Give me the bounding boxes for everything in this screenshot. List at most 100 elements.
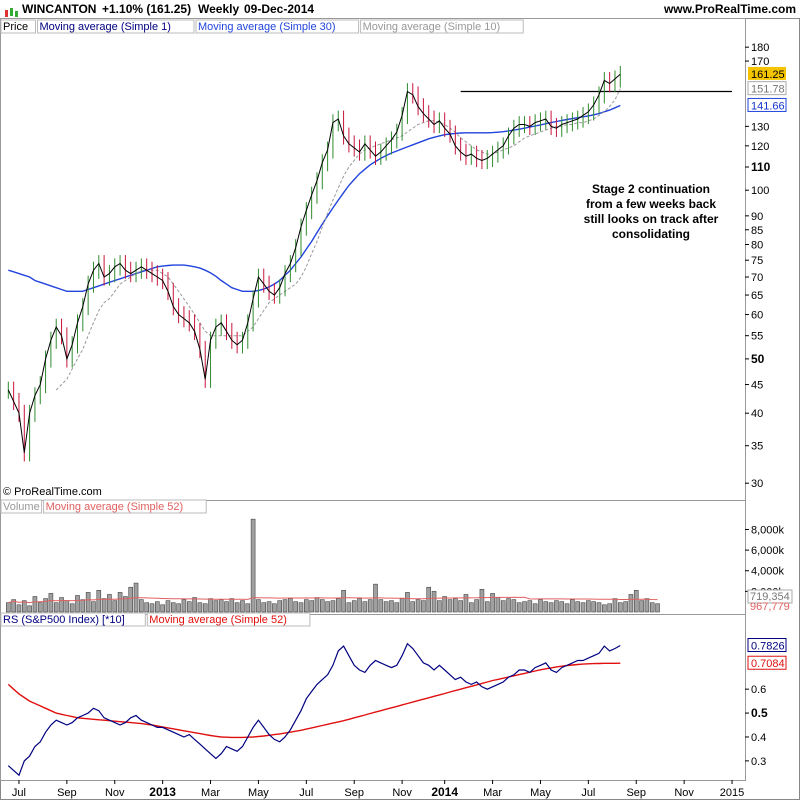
volume-bar	[123, 596, 128, 613]
panel-frame-2	[0, 614, 746, 781]
volume-bar	[293, 601, 298, 613]
x-tick-label: Jul	[12, 787, 26, 799]
rs-last-label: 0.7084	[751, 658, 785, 670]
ma10-value-box	[747, 81, 787, 96]
annotation-text: Stage 2 continuation from a few weeks ba…	[583, 182, 719, 241]
volume-bar	[272, 603, 277, 613]
price-tick-label: 100	[751, 185, 769, 197]
volume-bar	[511, 599, 517, 613]
legend-item: RS (S&P500 Index) [*10]	[3, 614, 125, 626]
volume-bar	[176, 603, 181, 613]
volume-bar	[208, 598, 213, 613]
volume-bar	[85, 592, 91, 613]
volume-bar	[43, 598, 48, 613]
volume-bar	[389, 600, 394, 613]
volume-bar	[500, 600, 506, 613]
volume-bar	[277, 600, 283, 613]
price-tick-label: 60	[751, 310, 763, 322]
volume-bar	[575, 601, 581, 613]
ma30-line	[8, 104, 621, 292]
volume-bar	[655, 603, 660, 613]
volume-bar	[570, 599, 575, 613]
volume-bar	[101, 598, 107, 613]
x-tick-label: 2014	[431, 785, 458, 799]
volume-bar	[362, 601, 368, 613]
price-tick-label: 85	[751, 225, 763, 237]
price-tick-label: 130	[751, 121, 769, 133]
volume-bar	[170, 602, 176, 613]
volume-bar	[405, 592, 410, 613]
volume-bar	[495, 597, 501, 613]
volume-bar	[538, 599, 543, 613]
price-tick-label: 80	[751, 240, 763, 252]
volume-bar	[378, 599, 384, 613]
price-tick-label: 151.78	[751, 84, 785, 96]
volume-bar	[144, 602, 149, 613]
rs-tick-label: 0.3	[751, 756, 766, 768]
volume-bar	[437, 600, 442, 613]
change-label: +1.10% (161.25)	[102, 2, 192, 16]
price-tick-label: 90	[751, 211, 763, 223]
x-tick-label: Nov	[392, 787, 412, 799]
rs-last-box	[747, 638, 787, 653]
legend-item: Moving average (Simple 52)	[46, 501, 184, 513]
volume-bar	[117, 592, 123, 613]
volume-bar	[426, 586, 432, 613]
x-tick-label: Nov	[674, 787, 694, 799]
volume-bar	[75, 595, 80, 613]
volume-bar	[53, 602, 59, 613]
volume-bar	[623, 601, 628, 613]
volume-bar	[346, 602, 352, 613]
x-tick-label: 2015	[720, 787, 744, 799]
x-tick-label: May	[530, 787, 551, 799]
volume-bar	[564, 603, 570, 613]
volume-bar	[591, 601, 596, 613]
volume-bar	[37, 602, 43, 613]
legend-item: Moving average (Simple 10)	[363, 21, 501, 33]
x-tick-label: 2013	[149, 785, 176, 799]
volume-bar	[96, 590, 102, 613]
volume-bar	[548, 602, 554, 613]
volume-bar	[639, 600, 644, 613]
volume-bar	[649, 602, 655, 613]
volume-ma-line	[8, 596, 658, 604]
symbol-label: WINCANTON	[22, 2, 97, 16]
volume-bar	[240, 600, 245, 613]
volume-bar	[218, 599, 224, 613]
legend-item: Moving average (Simple 30)	[198, 21, 336, 33]
volume-bar	[128, 586, 134, 613]
volume-bar	[288, 598, 293, 613]
panel-frame-0	[0, 18, 746, 501]
volume-bar	[644, 598, 650, 613]
legend-box	[37, 19, 195, 34]
rs-last-box	[747, 655, 787, 670]
volume-bar	[27, 605, 32, 613]
volume-bar	[59, 597, 64, 613]
legend-box	[0, 19, 36, 34]
volume-bar	[357, 598, 362, 613]
ma10-line	[55, 88, 621, 391]
volume-bar	[602, 604, 607, 613]
volume-bar	[474, 599, 479, 613]
volume-bar	[367, 599, 373, 613]
rs-tick-label: 0.6	[751, 684, 766, 696]
volume-bar	[490, 593, 495, 613]
volume-bar	[442, 596, 447, 613]
volume-bar	[149, 603, 155, 613]
volume-bar	[319, 599, 325, 613]
site-label[interactable]: www.ProRealTime.com	[663, 2, 796, 16]
volume-bar	[21, 600, 27, 613]
volume-bar	[11, 599, 16, 613]
volume-bar	[453, 598, 458, 613]
volume-bar	[383, 601, 389, 613]
volume-bar	[298, 602, 304, 613]
volume-bar	[586, 600, 591, 613]
volume-bar	[468, 602, 474, 613]
price-tick-label: 110	[751, 160, 771, 174]
volume-bar	[181, 599, 187, 613]
volume-bar	[69, 603, 75, 613]
vol-tick-label: 6,000k	[751, 545, 785, 557]
volume-bar	[612, 598, 618, 613]
volume-bar	[458, 600, 463, 613]
